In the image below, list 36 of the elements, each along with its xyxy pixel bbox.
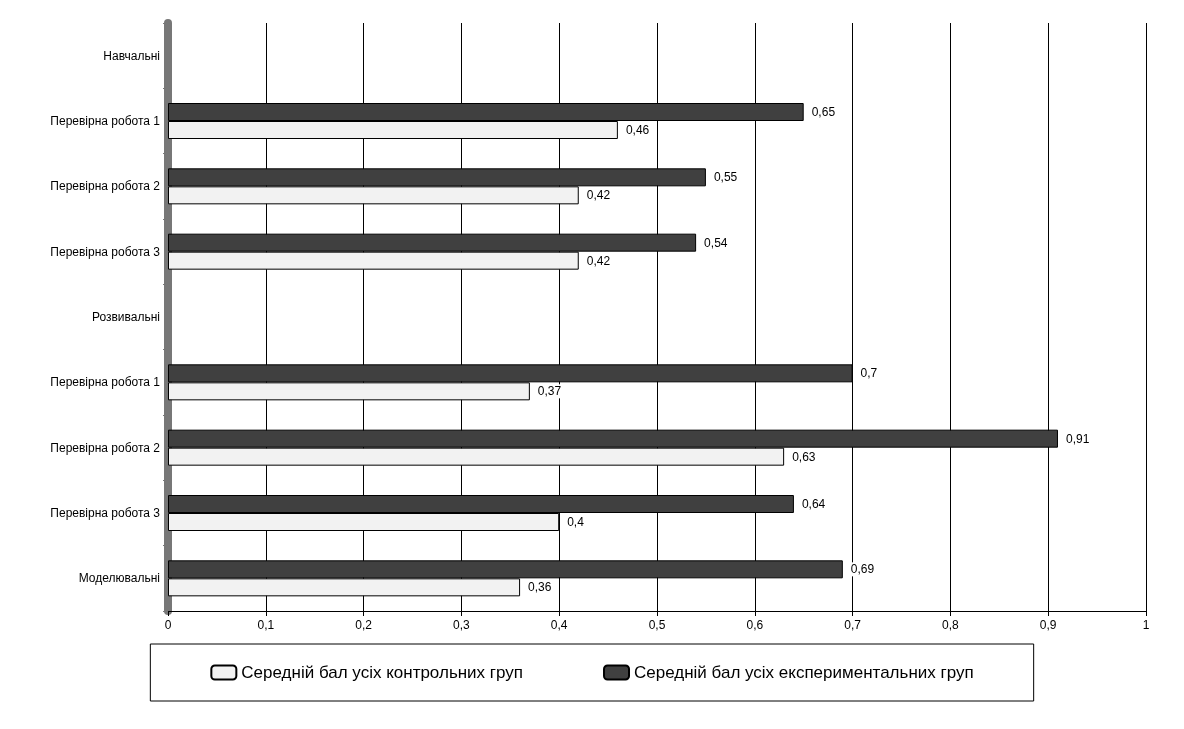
data-label: 0,91 bbox=[1065, 431, 1090, 446]
y-tick-label: Перевірна робота 3 bbox=[50, 244, 161, 259]
x-tick-label: 1 bbox=[1142, 618, 1150, 632]
data-label: 0,37 bbox=[537, 384, 562, 399]
data-label: 0,55 bbox=[713, 170, 738, 185]
y-tick-label: Перевірна робота 2 bbox=[50, 440, 161, 455]
x-tick-label: 0,7 bbox=[844, 618, 862, 632]
y-tick-label: Перевірна робота 1 bbox=[50, 375, 161, 390]
x-tick-label: 0,4 bbox=[550, 618, 568, 632]
data-label: 0,65 bbox=[811, 105, 836, 119]
y-tick-label: Перевірна робота 3 bbox=[50, 506, 161, 520]
y-tick-label: Перевірна робота 2 bbox=[50, 179, 161, 194]
x-tick-label: 0,2 bbox=[355, 618, 373, 632]
y-tick-label: Навчальні bbox=[103, 48, 160, 63]
x-tick-label: 0,6 bbox=[746, 618, 764, 632]
data-label: 0,46 bbox=[625, 123, 650, 137]
data-label: 0,69 bbox=[850, 562, 875, 577]
data-label: 0,36 bbox=[528, 580, 552, 595]
data-label: 0,4 bbox=[567, 515, 585, 529]
data-label: 0,54 bbox=[704, 235, 728, 250]
y-tick-label: Розвивальні bbox=[91, 310, 160, 324]
data-label: 0,63 bbox=[792, 449, 816, 464]
legend-label: Середній бал усіх контрольних груп bbox=[241, 663, 524, 682]
y-tick-label: Перевірна робота 1 bbox=[50, 114, 161, 128]
y-tick-label: Моделювальні bbox=[78, 571, 160, 586]
data-label: 0,42 bbox=[586, 188, 611, 203]
x-tick-label: 0,5 bbox=[648, 618, 666, 632]
legend-label: Середній бал усіх експериментальних груп bbox=[634, 663, 974, 682]
x-tick-label: 0,1 bbox=[257, 618, 275, 632]
data-label: 0,64 bbox=[801, 497, 826, 511]
x-tick-label: 0 bbox=[164, 618, 172, 632]
data-label: 0,7 bbox=[860, 366, 878, 381]
x-tick-label: 0,9 bbox=[1039, 618, 1057, 632]
data-label: 0,42 bbox=[586, 253, 611, 268]
x-tick-label: 0,3 bbox=[453, 618, 471, 632]
x-tick-label: 0,8 bbox=[942, 618, 960, 632]
